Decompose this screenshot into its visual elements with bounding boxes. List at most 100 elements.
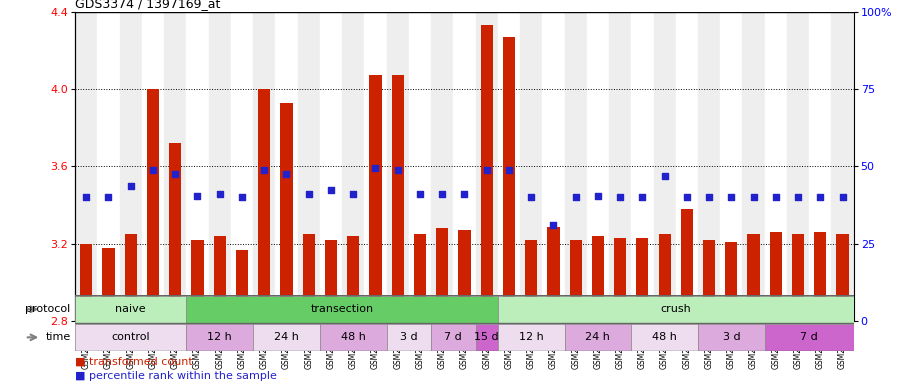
Bar	[75, 12, 97, 321]
Text: 24 h: 24 h	[274, 332, 299, 343]
Bar	[169, 143, 181, 321]
Point	[256, 167, 271, 174]
Point	[813, 194, 828, 200]
Bar	[186, 324, 253, 351]
Point	[724, 194, 738, 200]
Bar	[258, 89, 270, 321]
Bar	[503, 37, 515, 321]
Bar	[564, 12, 587, 321]
Bar	[564, 324, 631, 351]
Bar	[191, 240, 203, 321]
Bar	[147, 89, 159, 321]
Bar	[547, 227, 560, 321]
Point	[323, 187, 338, 193]
Bar	[698, 12, 720, 321]
Bar	[703, 240, 715, 321]
Point	[524, 194, 539, 200]
Bar	[231, 12, 253, 321]
Bar	[570, 240, 582, 321]
Point	[502, 167, 517, 174]
Bar	[409, 12, 431, 321]
Bar	[325, 240, 337, 321]
Bar	[765, 12, 787, 321]
Point	[346, 190, 361, 197]
Bar	[235, 250, 248, 321]
Bar	[253, 12, 276, 321]
Text: 7 d: 7 d	[444, 332, 463, 343]
Text: 12 h: 12 h	[518, 332, 543, 343]
Bar	[97, 12, 120, 321]
Bar	[592, 236, 604, 321]
Point	[435, 190, 450, 197]
Bar	[276, 12, 298, 321]
Text: 3 d: 3 d	[400, 332, 418, 343]
Bar	[164, 12, 186, 321]
Bar	[103, 248, 114, 321]
Bar	[787, 12, 809, 321]
Bar	[475, 324, 497, 351]
Bar	[520, 12, 542, 321]
Text: naive: naive	[115, 304, 146, 314]
Point	[680, 194, 694, 200]
Bar	[481, 25, 493, 321]
Bar	[525, 240, 538, 321]
Text: 12 h: 12 h	[207, 332, 232, 343]
Bar	[832, 12, 854, 321]
Bar	[186, 12, 209, 321]
Text: 15 d: 15 d	[474, 332, 499, 343]
Text: crush: crush	[660, 304, 691, 314]
Text: 24 h: 24 h	[585, 332, 610, 343]
Bar	[836, 234, 849, 321]
Point	[390, 167, 405, 174]
Point	[213, 190, 227, 197]
Bar	[631, 324, 698, 351]
Bar	[75, 296, 186, 323]
Text: protocol: protocol	[26, 304, 71, 314]
Text: 48 h: 48 h	[341, 332, 365, 343]
Bar	[659, 234, 671, 321]
Bar	[720, 12, 743, 321]
Point	[168, 171, 182, 177]
Bar	[809, 12, 832, 321]
Bar	[387, 12, 409, 321]
Point	[702, 194, 716, 200]
Bar	[497, 324, 564, 351]
Bar	[320, 324, 387, 351]
Point	[835, 194, 850, 200]
Bar	[213, 236, 226, 321]
Text: transection: transection	[311, 304, 374, 314]
Point	[234, 194, 249, 200]
Point	[279, 171, 294, 177]
Bar	[75, 324, 186, 351]
Bar	[747, 234, 759, 321]
Bar	[497, 12, 520, 321]
Point	[591, 192, 605, 199]
Text: ■ transformed count: ■ transformed count	[75, 356, 193, 366]
Point	[546, 222, 561, 228]
Point	[568, 194, 583, 200]
Point	[301, 190, 316, 197]
Point	[635, 194, 649, 200]
Bar	[698, 324, 765, 351]
Bar	[453, 12, 475, 321]
Point	[101, 194, 115, 200]
Point	[791, 194, 805, 200]
Bar	[120, 12, 142, 321]
Bar	[280, 103, 292, 321]
Text: 3 d: 3 d	[723, 332, 740, 343]
Point	[124, 183, 138, 189]
Bar	[302, 234, 315, 321]
Bar	[631, 12, 653, 321]
Point	[479, 167, 494, 174]
Point	[613, 194, 627, 200]
Bar	[587, 12, 609, 321]
Text: control: control	[112, 332, 150, 343]
Bar	[80, 244, 93, 321]
Bar	[614, 238, 627, 321]
Bar	[186, 296, 497, 323]
Bar	[765, 324, 854, 351]
Bar	[365, 12, 387, 321]
Point	[747, 194, 761, 200]
Bar	[431, 12, 453, 321]
Bar	[342, 12, 365, 321]
